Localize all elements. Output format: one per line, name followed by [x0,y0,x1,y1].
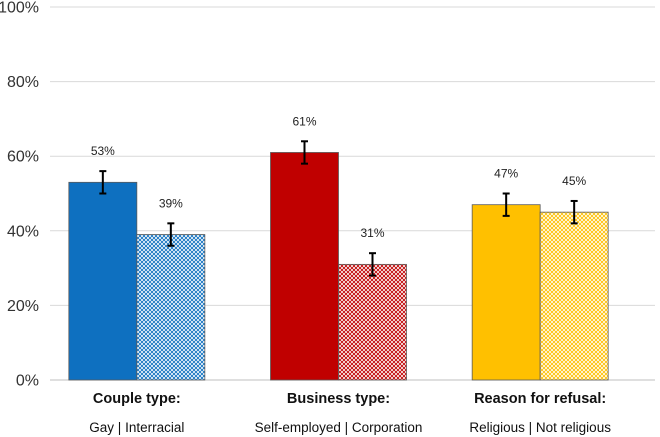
error-bar [502,192,510,217]
group-subtitle: Self-employed | Corporation [255,420,423,435]
data-label: 61% [292,114,316,128]
group-subtitle: Gay | Interracial [89,420,184,435]
error-bar [99,170,107,195]
group-title: Couple type: [93,391,181,407]
data-label: 53% [91,144,115,158]
data-label: 31% [360,226,384,240]
error-bar [369,252,376,277]
error-bar [301,140,308,165]
y-tick-label: 40% [7,223,39,240]
bars-layer [68,152,609,381]
error-bar [167,222,175,247]
y-tick-label: 80% [7,74,39,91]
data-label: 47% [494,167,518,181]
bar [539,211,609,381]
bar [471,204,541,381]
group-title: Reason for refusal: [474,391,606,407]
data-label: 39% [159,196,183,210]
y-axis-ticks: 0% 20% 40% 60% 80% 100% [0,0,39,390]
group-title: Business type: [287,391,390,407]
x-axis-group-labels: Couple type: Gay | Interracial Business ty… [89,391,611,435]
bar [136,234,206,381]
group-subtitle: Religious | Not religious [469,420,611,435]
y-tick-label: 20% [7,298,39,315]
y-tick-label: 100% [0,0,39,17]
data-label: 45% [562,174,586,188]
bar [338,263,407,381]
y-tick-label: 60% [7,149,39,166]
bar [68,181,138,381]
error-bar [570,199,578,225]
bar [270,152,339,381]
error-bars-layer [99,140,578,277]
y-tick-label: 0% [16,373,39,390]
data-labels-layer: 53% 39% 61% 31% 47% 45% [91,114,587,240]
